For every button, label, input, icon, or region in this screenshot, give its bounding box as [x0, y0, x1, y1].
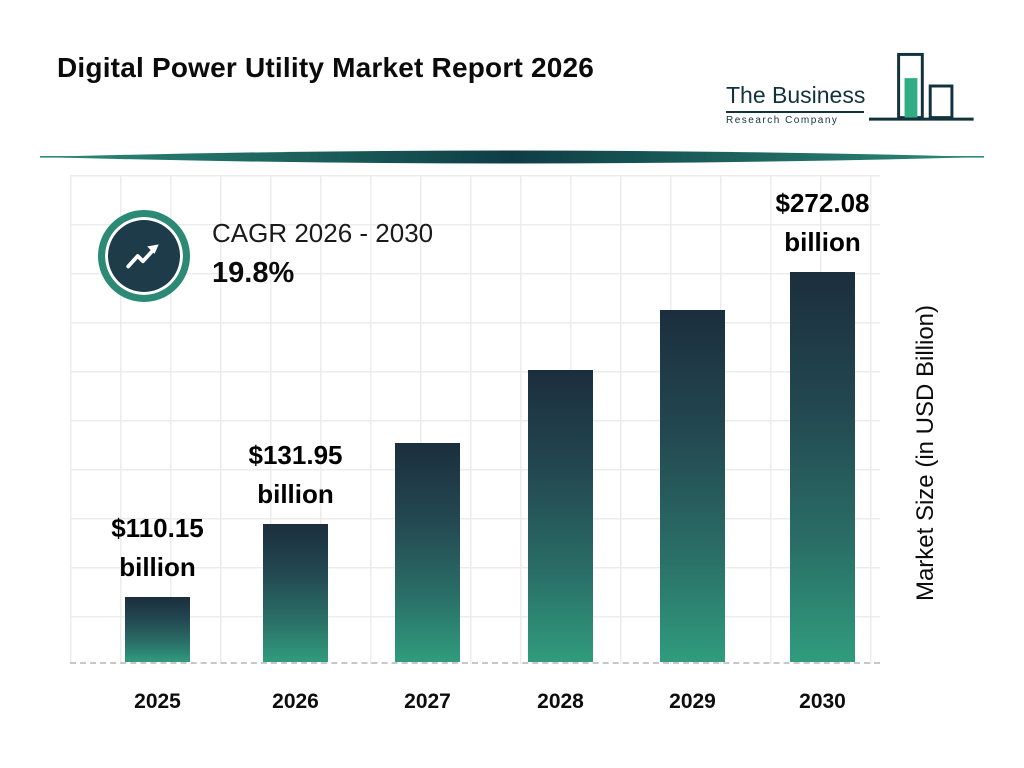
bar-value-label-2025: $110.15 billion: [111, 513, 204, 582]
cagr-label: CAGR 2026 - 2030: [212, 218, 434, 248]
bar-2026: [263, 524, 328, 662]
x-tick-label-2025: 2025: [134, 690, 181, 713]
logo-subname: Research Company: [726, 115, 839, 126]
logo-text: The Business Research Company: [726, 82, 865, 126]
bar-2029: [660, 310, 725, 662]
x-tick-label-2028: 2028: [537, 690, 584, 713]
plot-area: 2025 $110.15 billion 2026 $131.95 billion 2027…: [70, 175, 880, 713]
bar-2030: [790, 272, 855, 662]
logo-bar-chart-icon: [869, 52, 974, 121]
bar-value-label-2030: $272.08 billion: [775, 188, 870, 257]
divider-line: [40, 150, 984, 164]
y-axis-label: Market Size (in USD Billion): [912, 304, 939, 602]
company-logo: The Business Research Company: [726, 48, 974, 126]
logo-name: The Business: [726, 82, 866, 108]
bar-2028: [528, 370, 593, 662]
x-tick-label-2030: 2030: [799, 690, 846, 713]
x-tick-label-2026: 2026: [272, 690, 319, 713]
cagr-value: 19.8%: [212, 257, 295, 289]
bar-value-label-2026: $131.95 billion: [248, 440, 343, 509]
trending-up-icon: [98, 210, 190, 302]
cagr-badge: CAGR 2026 - 2030 19.8%: [98, 210, 433, 302]
x-tick-label-2027: 2027: [404, 690, 451, 713]
bar-2025: [125, 597, 190, 662]
bar-2027: [395, 443, 460, 662]
cagr-text: CAGR 2026 - 2030 19.8%: [212, 218, 433, 290]
logo-rule: [726, 111, 864, 113]
x-tick-label-2029: 2029: [669, 690, 716, 713]
page-title: Digital Power Utility Market Report 2026: [57, 52, 595, 83]
